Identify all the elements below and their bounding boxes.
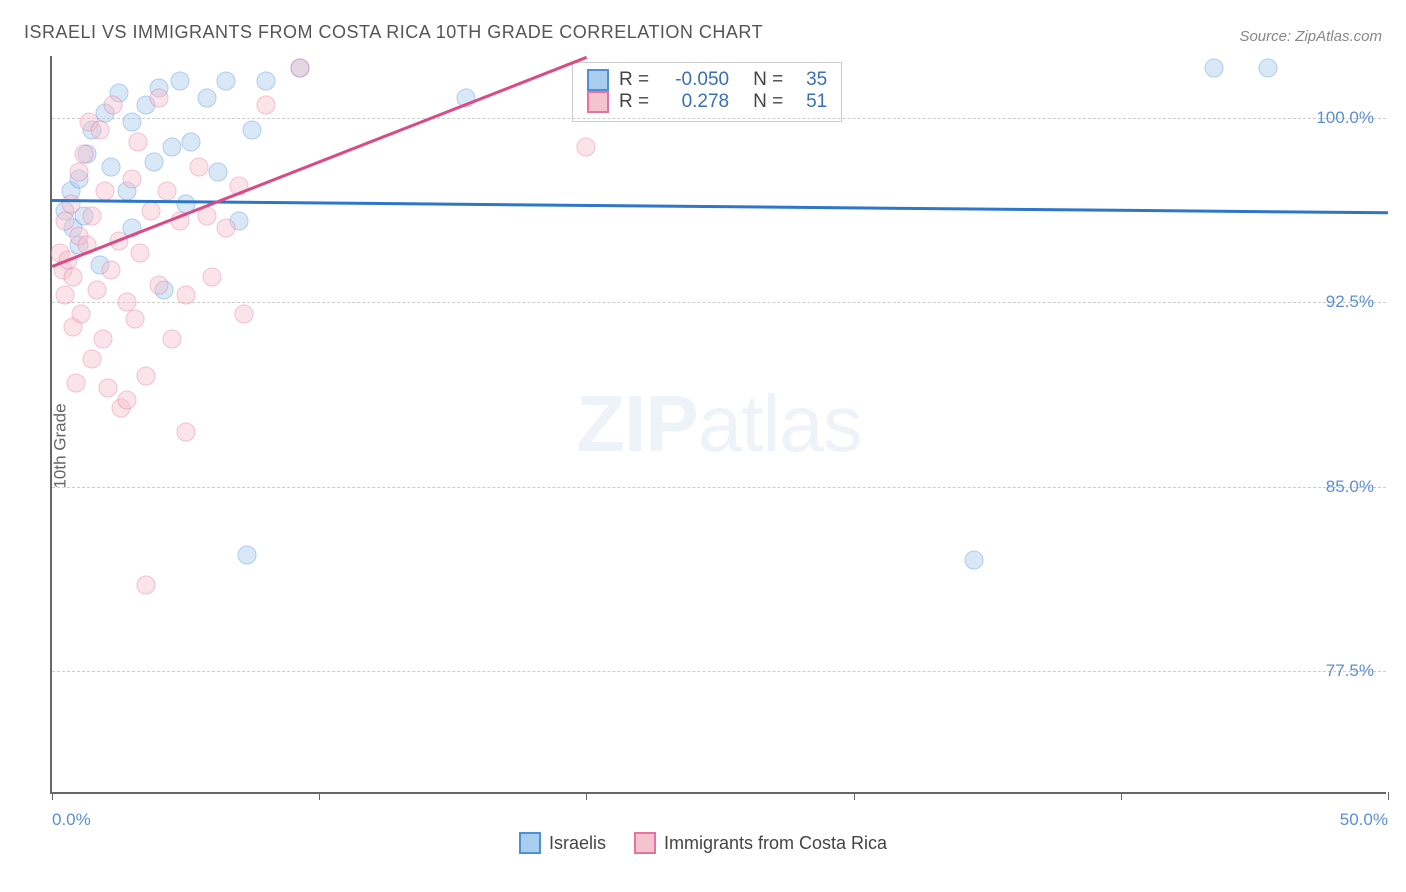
scatter-point	[101, 157, 120, 176]
legend-item: Israelis	[519, 832, 606, 854]
legend-label: Immigrants from Costa Rica	[664, 833, 887, 854]
scatter-point	[83, 349, 102, 368]
legend-item: Immigrants from Costa Rica	[634, 832, 887, 854]
scatter-point	[136, 366, 155, 385]
scatter-point	[964, 551, 983, 570]
y-tick-label: 100.0%	[1316, 108, 1374, 128]
x-tick-label: 50.0%	[1340, 810, 1388, 830]
scatter-point	[96, 182, 115, 201]
scatter-point	[67, 374, 86, 393]
scatter-point	[83, 206, 102, 225]
scatter-point	[163, 138, 182, 157]
plot-area: ZIPatlas R = -0.050 N = 35 R = 0.278 N = 51 77…	[50, 56, 1386, 794]
n-value: 51	[793, 91, 827, 113]
scatter-point	[56, 285, 75, 304]
scatter-point	[1205, 59, 1224, 78]
legend-swatch	[587, 91, 609, 113]
gridline-h	[52, 671, 1386, 672]
scatter-point	[123, 170, 142, 189]
scatter-point	[197, 88, 216, 107]
scatter-point	[93, 329, 112, 348]
scatter-point	[61, 194, 80, 213]
x-tick	[1388, 792, 1389, 800]
scatter-point	[243, 120, 262, 139]
source-attribution: Source: ZipAtlas.com	[1239, 28, 1382, 45]
scatter-point	[208, 162, 227, 181]
scatter-point	[163, 329, 182, 348]
gridline-h	[52, 487, 1386, 488]
scatter-point	[216, 219, 235, 238]
r-label: R =	[619, 91, 649, 113]
scatter-point	[157, 182, 176, 201]
scatter-point	[117, 391, 136, 410]
scatter-point	[189, 157, 208, 176]
scatter-point	[203, 268, 222, 287]
r-value: 0.278	[659, 91, 729, 113]
scatter-point	[149, 275, 168, 294]
x-tick	[52, 792, 53, 800]
scatter-point	[176, 423, 195, 442]
scatter-point	[176, 285, 195, 304]
watermark-light: atlas	[698, 379, 862, 468]
gridline-h	[52, 118, 1386, 119]
scatter-point	[136, 575, 155, 594]
scatter-point	[131, 243, 150, 262]
scatter-point	[149, 88, 168, 107]
legend-swatch	[519, 832, 541, 854]
scatter-point	[123, 113, 142, 132]
scatter-point	[216, 71, 235, 90]
n-value: 35	[793, 69, 827, 91]
scatter-point	[256, 71, 275, 90]
x-tick	[854, 792, 855, 800]
n-label: N =	[753, 69, 783, 91]
y-tick-label: 92.5%	[1326, 292, 1374, 312]
scatter-point	[144, 152, 163, 171]
scatter-point	[64, 268, 83, 287]
y-tick-label: 85.0%	[1326, 477, 1374, 497]
x-tick	[1121, 792, 1122, 800]
watermark: ZIPatlas	[576, 378, 861, 470]
scatter-point	[75, 145, 94, 164]
x-tick	[319, 792, 320, 800]
scatter-point	[69, 162, 88, 181]
scatter-point	[72, 305, 91, 324]
x-tick-label: 0.0%	[52, 810, 91, 830]
series-legend: Israelis Immigrants from Costa Rica	[0, 832, 1406, 854]
chart-title: ISRAELI VS IMMIGRANTS FROM COSTA RICA 10…	[24, 22, 763, 43]
scatter-point	[125, 310, 144, 329]
trend-line	[52, 56, 587, 267]
scatter-point	[238, 546, 257, 565]
x-tick	[586, 792, 587, 800]
scatter-point	[291, 59, 310, 78]
scatter-point	[88, 280, 107, 299]
scatter-point	[141, 201, 160, 220]
trend-line	[52, 199, 1388, 214]
scatter-point	[128, 133, 147, 152]
scatter-point	[117, 293, 136, 312]
legend-stat-row: R = -0.050 N = 35	[587, 69, 827, 91]
n-label: N =	[753, 91, 783, 113]
r-value: -0.050	[659, 69, 729, 91]
correlation-legend: R = -0.050 N = 35 R = 0.278 N = 51	[572, 62, 842, 122]
watermark-bold: ZIP	[576, 379, 697, 468]
scatter-point	[181, 133, 200, 152]
scatter-point	[91, 120, 110, 139]
scatter-point	[1258, 59, 1277, 78]
y-tick-label: 77.5%	[1326, 661, 1374, 681]
legend-stat-row: R = 0.278 N = 51	[587, 91, 827, 113]
legend-swatch	[587, 69, 609, 91]
legend-label: Israelis	[549, 833, 606, 854]
r-label: R =	[619, 69, 649, 91]
scatter-point	[256, 96, 275, 115]
scatter-point	[101, 261, 120, 280]
gridline-h	[52, 302, 1386, 303]
scatter-point	[577, 138, 596, 157]
scatter-point	[171, 71, 190, 90]
scatter-point	[104, 96, 123, 115]
scatter-point	[235, 305, 254, 324]
scatter-point	[99, 379, 118, 398]
legend-swatch	[634, 832, 656, 854]
